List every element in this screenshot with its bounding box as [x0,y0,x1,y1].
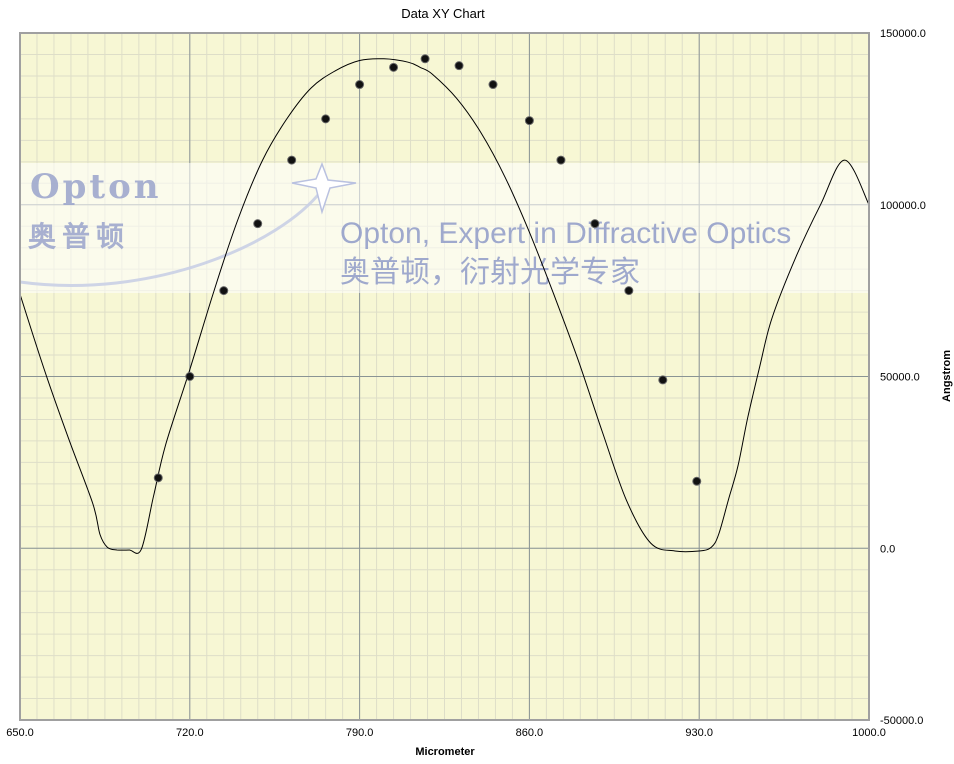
watermark-slogan-en: Opton, Expert in Diffractive Optics [340,217,791,250]
y-tick-label: 150000.0 [880,28,926,40]
data-point [153,473,163,483]
y-axis-label: Angstrom [941,350,953,402]
data-point [590,219,600,229]
data-point [253,219,263,229]
y-tick-label: -50000.0 [880,715,923,727]
watermark: Opton 奥普顿 Opton, Expert in Diffractive O… [19,161,869,293]
watermark-swoosh [19,189,324,287]
data-point [658,375,668,385]
data-point [219,286,229,296]
x-tick-label: 930.0 [685,727,713,739]
data-point [389,62,399,72]
point-series [153,54,702,486]
data-point [488,80,498,90]
x-tick-label: 650.0 [6,727,34,739]
y-tick-label: 100000.0 [880,200,926,212]
x-tick-label: 790.0 [346,727,374,739]
watermark-logo-cn: 奥普顿 [28,220,130,253]
data-point [692,476,702,486]
x-tick-label: 1000.0 [852,727,886,739]
curve-series [20,58,869,554]
x-axis-label: Micrometer [415,746,475,758]
x-tick-label: 720.0 [176,727,204,739]
y-tick-label: 0.0 [880,543,895,555]
watermark-star-icon [291,161,357,215]
watermark-slogan-cn: 奥普顿，衍射光学专家 [340,255,640,290]
watermark-logo: Opton [30,167,162,207]
data-point [355,80,365,90]
data-point [321,114,331,124]
data-point [454,61,464,71]
x-axis-ticks: 650.0 720.0 790.0 860.0 930.0 1000.0 [6,727,886,739]
y-tick-label: 50000.0 [880,372,920,384]
chart-title: Data XY Chart [401,6,485,21]
data-point [624,286,634,296]
plot-border [19,32,870,721]
fit-curve-line [20,58,869,554]
data-point [420,54,430,64]
x-tick-label: 860.0 [516,727,544,739]
data-point [524,116,534,126]
data-point [185,372,195,381]
data-point [556,155,566,165]
y-axis-ticks: -50000.0 0.0 50000.0 100000.0 150000.0 [880,28,926,727]
data-point [287,155,297,165]
watermark-band [20,163,869,293]
